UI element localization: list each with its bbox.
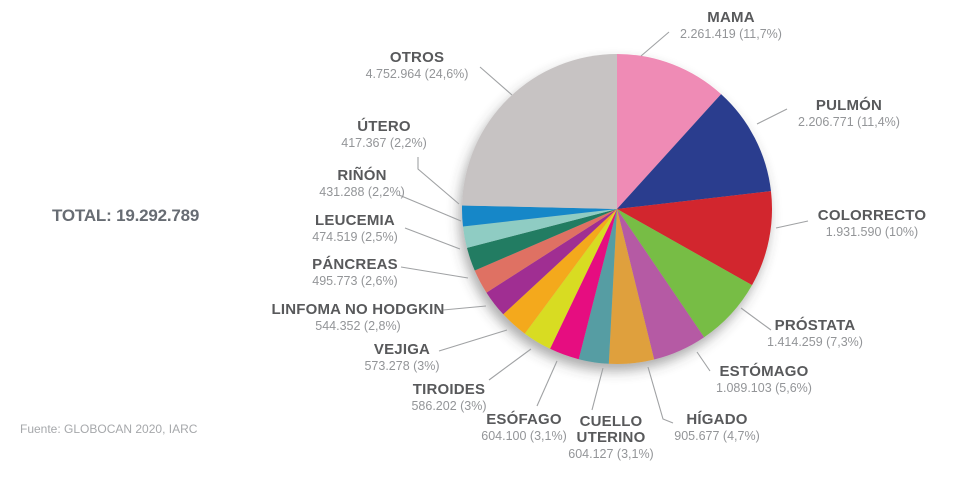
slice-name: ÚTERO (357, 118, 411, 135)
leader-line-tiroides (488, 348, 532, 381)
slice-value: 2.261.419 (11,7%) (680, 26, 782, 41)
pie-slice-rinon (462, 209, 617, 248)
leader-line-otros (479, 66, 513, 96)
leader-line-vejiga (438, 329, 508, 352)
source-note: Fuente: GLOBOCAN 2020, IARC (20, 422, 198, 436)
leader-line-leucemia (404, 227, 461, 250)
slice-name: TIROIDES (412, 381, 486, 398)
slice-label-cuello-uterino: CUELLO UTERINO 604.127 (3,1%) (563, 414, 659, 461)
slice-name: LINFOMA NO HODGKIN (271, 301, 445, 318)
pie-slice-vejiga (503, 209, 617, 334)
slice-name: CUELLO UTERINO (576, 413, 646, 446)
slice-value: 1.414.259 (7,3%) (767, 334, 863, 349)
pie-slice-prostata (617, 209, 753, 338)
leader-line-mama (640, 31, 670, 57)
pie-slice-colorrecto (617, 191, 773, 286)
slice-value: 544.352 (2,8%) (315, 318, 401, 333)
pie-slice-linfoma-no-hodgkin (486, 209, 617, 315)
pie-slice-leucemia (466, 209, 617, 271)
slice-label-colorrecto: COLORRECTO 1.931.590 (10%) (818, 208, 926, 239)
leader-line-pancreas (400, 266, 469, 279)
slice-value: 474.519 (2,5%) (312, 229, 398, 244)
pie-slice-esofago (550, 209, 617, 360)
slice-label-linfoma-no-hodgkin: LINFOMA NO HODGKIN 544.352 (2,8%) (271, 302, 444, 333)
slice-name: PRÓSTATA (774, 317, 856, 334)
leader-line-rinon (398, 194, 462, 222)
pie-slice-pancreas (474, 209, 617, 293)
slice-name: LEUCEMIA (315, 212, 395, 229)
slice-name: OTROS (389, 49, 445, 66)
leader-line-pulmon (756, 108, 788, 125)
slice-label-mama: MAMA 2.261.419 (11,7%) (680, 10, 782, 41)
pie-slice-tiroides (524, 209, 617, 349)
slice-name: HÍGADO (686, 411, 748, 428)
slice-name: RIÑÓN (337, 167, 387, 184)
pie-slice-higado (608, 209, 655, 364)
leader-line-estomago (696, 351, 711, 372)
slice-label-pancreas: PÁNCREAS 495.773 (2,6%) (312, 257, 398, 288)
leader-line-utero (417, 157, 460, 205)
total-label: TOTAL: 19.292.789 (52, 206, 200, 225)
slice-value: 905.677 (4,7%) (674, 428, 760, 443)
slice-name: ESTÓMAGO (719, 363, 809, 380)
pie-slice-pulmon (617, 94, 771, 209)
slice-label-rinon: RIÑÓN 431.288 (2,2%) (319, 168, 404, 199)
slice-label-estomago: ESTÓMAGO 1.089.103 (5,6%) (716, 364, 812, 395)
pie-slice-mama (617, 54, 722, 209)
slice-value: 1.931.590 (10%) (825, 224, 919, 239)
slice-name: MAMA (707, 9, 755, 26)
slice-label-vejiga: VEJIGA 573.278 (3%) (364, 342, 439, 373)
slice-name: PULMÓN (815, 97, 883, 114)
leader-line-linfoma-no-hodgkin (442, 305, 487, 311)
slice-value: 1.089.103 (5,6%) (716, 380, 812, 395)
pie-slice-otros (462, 54, 617, 209)
leader-lines (398, 31, 809, 424)
leader-line-colorrecto (775, 220, 809, 229)
pie-slice-estomago (617, 209, 705, 360)
leader-line-cuello-uterino (591, 367, 604, 411)
slice-value: 604.100 (3,1%) (481, 428, 567, 443)
slice-value: 604.127 (3,1%) (568, 446, 654, 461)
slice-value: 4.752.964 (24,6%) (365, 66, 469, 81)
slice-value: 417.367 (2,2%) (341, 135, 427, 150)
slice-label-esofago: ESÓFAGO 604.100 (3,1%) (481, 412, 566, 443)
leader-line-prostata (740, 307, 772, 331)
slice-label-tiroides: TIROIDES 586.202 (3%) (411, 382, 486, 413)
slice-name: VEJIGA (373, 341, 431, 358)
slice-value: 2.206.771 (11,4%) (798, 114, 900, 129)
leader-line-esofago (536, 360, 558, 407)
slice-label-pulmon: PULMÓN 2.206.771 (11,4%) (798, 98, 900, 129)
slice-name: ESÓFAGO (486, 411, 562, 428)
slice-label-leucemia: LEUCEMIA 474.519 (2,5%) (312, 213, 397, 244)
slice-label-utero: ÚTERO 417.367 (2,2%) (341, 119, 426, 150)
slice-value: 431.288 (2,2%) (319, 184, 405, 199)
slice-label-otros: OTROS 4.752.964 (24,6%) (366, 50, 469, 81)
slice-value: 586.202 (3%) (411, 398, 487, 413)
pie-slice-utero (461, 205, 617, 227)
slice-label-higado: HÍGADO 905.677 (4,7%) (674, 412, 759, 443)
pie-slice-cuello-uterino (578, 209, 617, 364)
slice-name: COLORRECTO (817, 207, 927, 224)
slice-name: PÁNCREAS (312, 256, 398, 273)
slice-value: 495.773 (2,6%) (312, 273, 398, 288)
slice-value: 573.278 (3%) (364, 358, 440, 373)
leader-line-higado (647, 366, 674, 424)
slice-label-prostata: PRÓSTATA 1.414.259 (7,3%) (767, 318, 863, 349)
